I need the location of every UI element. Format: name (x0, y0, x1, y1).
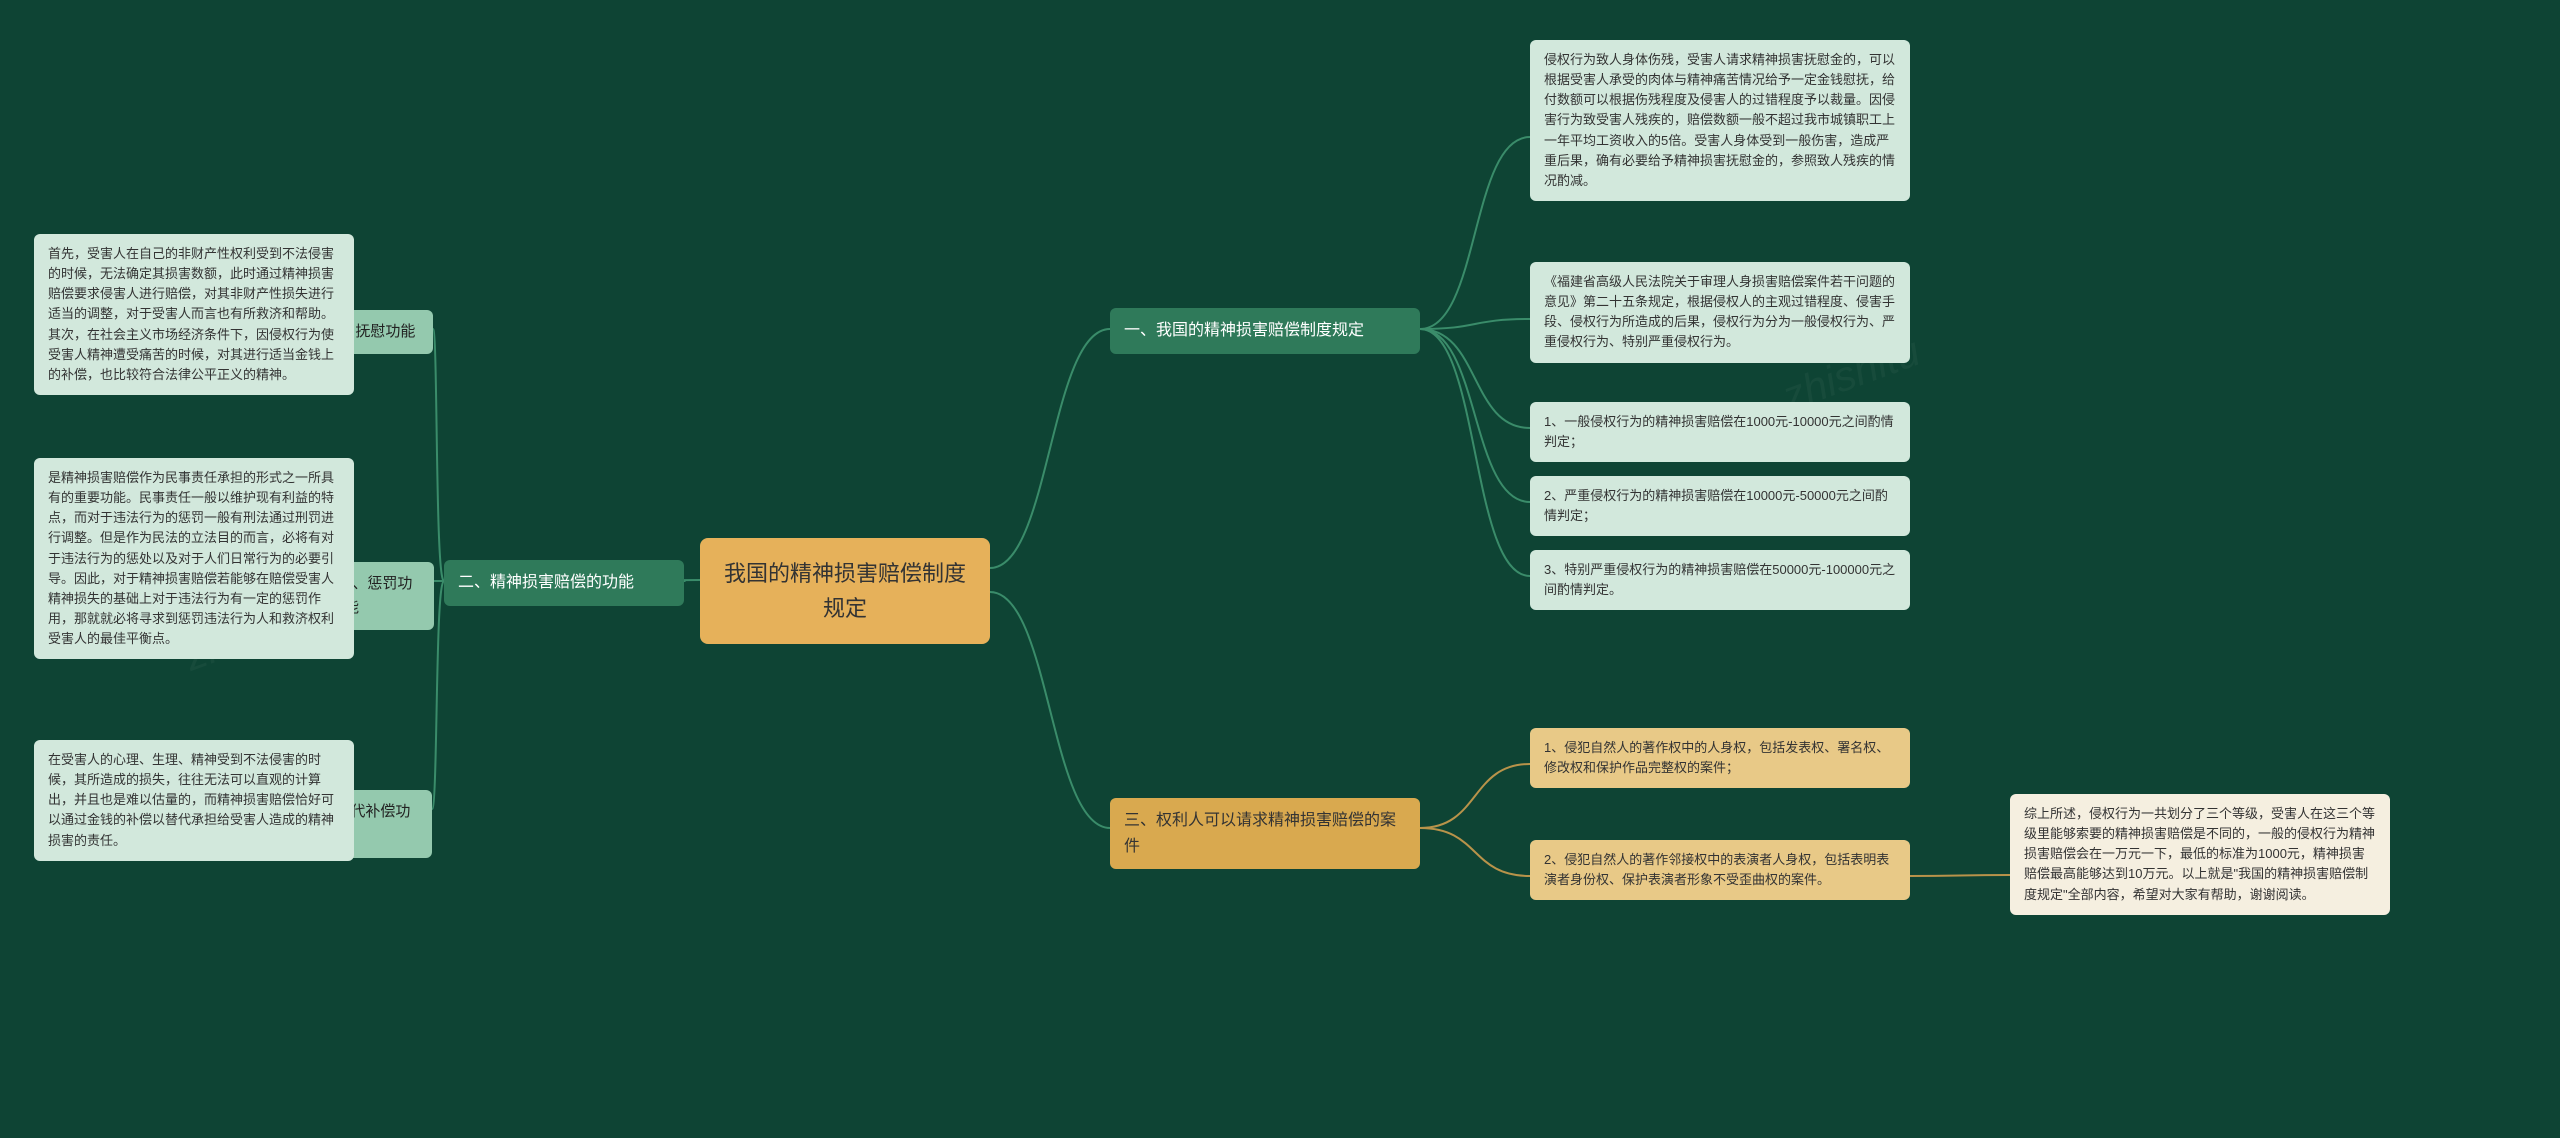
branch2-item1-text: 首先，受害人在自己的非财产性权利受到不法侵害的时候，无法确定其损害数额，此时通过… (34, 234, 354, 395)
branch2-item2-text: 是精神损害赔偿作为民事责任承担的形式之一所具有的重要功能。民事责任一般以维护现有… (34, 458, 354, 659)
branch3-title: 三、权利人可以请求精神损害赔偿的案件 (1110, 798, 1420, 869)
branch1-leaf1: 侵权行为致人身体伤残，受害人请求精神损害抚慰金的，可以根据受害人承受的肉体与精神… (1530, 40, 1910, 201)
root-node: 我国的精神损害赔偿制度 规定 (700, 538, 990, 644)
root-title-l2: 规定 (720, 591, 970, 626)
branch3-conclusion: 综上所述，侵权行为一共划分了三个等级，受害人在这三个等级里能够索要的精神损害赔偿… (2010, 794, 2390, 915)
branch1-leaf2: 《福建省高级人民法院关于审理人身损害赔偿案件若干问题的意见》第二十五条规定，根据… (1530, 262, 1910, 363)
branch1-leaf5: 3、特别严重侵权行为的精神损害赔偿在50000元-100000元之间酌情判定。 (1530, 550, 1910, 610)
root-title-l1: 我国的精神损害赔偿制度 (720, 556, 970, 591)
branch1-leaf3: 1、一般侵权行为的精神损害赔偿在1000元-10000元之间酌情判定； (1530, 402, 1910, 462)
branch1-title: 一、我国的精神损害赔偿制度规定 (1110, 308, 1420, 354)
branch1-leaf4: 2、严重侵权行为的精神损害赔偿在10000元-50000元之间酌情判定； (1530, 476, 1910, 536)
branch2-item3-text: 在受害人的心理、生理、精神受到不法侵害的时候，其所造成的损失，往往无法可以直观的… (34, 740, 354, 861)
branch3-leaf2: 2、侵犯自然人的著作邻接权中的表演者人身权，包括表明表演者身份权、保护表演者形象… (1530, 840, 1910, 900)
branch2-title: 二、精神损害赔偿的功能 (444, 560, 684, 606)
branch3-leaf1: 1、侵犯自然人的著作权中的人身权，包括发表权、署名权、修改权和保护作品完整权的案… (1530, 728, 1910, 788)
